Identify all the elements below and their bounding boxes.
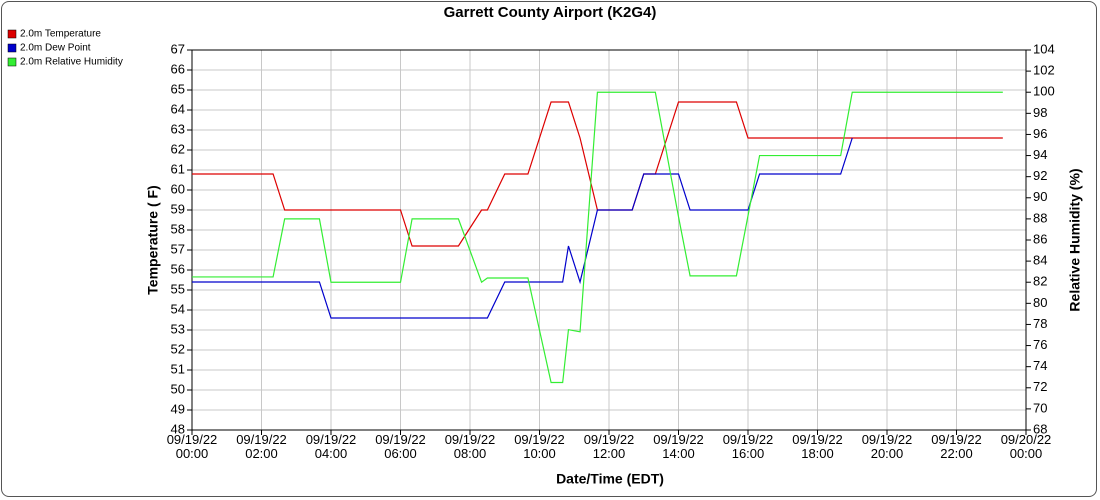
x-tick-label: 09/19/22 18:00 [792,432,843,461]
y2-tick-label: 94 [1033,147,1047,162]
y-tick-label: 54 [171,301,185,316]
y2-tick-label: 78 [1033,316,1047,331]
y-tick-label: 60 [171,181,185,196]
y-tick-label: 57 [171,241,185,256]
x-tick-label: 09/19/22 08:00 [444,432,496,461]
y2-tick-label: 96 [1033,126,1047,141]
series-line [192,137,853,319]
x-tick-label: 09/19/22 06:00 [375,432,426,461]
y2-tick-label: 100 [1033,84,1055,99]
y2-tick-label: 102 [1033,63,1055,78]
y-tick-label: 56 [171,261,185,276]
y-tick-label: 62 [171,141,185,156]
y-tick-label: 64 [171,101,185,116]
x-tick-label: 09/20/22 00:00 [1000,432,1052,461]
y-tick-label: 59 [171,201,185,216]
y-tick-label: 51 [171,361,185,376]
y-tick-label: 50 [171,381,185,396]
y2-tick-label: 80 [1033,295,1047,310]
y2-tick-label: 84 [1033,253,1047,268]
y-tick-label: 55 [171,281,185,296]
x-tick-label: 09/19/22 02:00 [236,432,287,461]
x-tick-label: 09/19/22 22:00 [931,432,982,461]
y2-tick-label: 88 [1033,210,1047,225]
y-tick-label: 58 [171,221,185,236]
y-tick-label: 66 [171,61,185,76]
legend-label: 2.0m Temperature [20,29,101,40]
y2-axis-title: Relative Humidity (%) [1067,168,1083,311]
y2-tick-label: 98 [1033,105,1047,120]
x-axis-title: Date/Time (EDT) [556,471,664,487]
y2-tick-label: 92 [1033,168,1047,183]
y2-tick-label: 68 [1033,421,1047,436]
x-tick-label: 09/19/22 00:00 [166,432,218,461]
y2-tick-label: 90 [1033,189,1047,204]
y-tick-label: 48 [171,421,185,436]
series-line [192,101,1003,247]
y2-tick-label: 76 [1033,337,1047,352]
series-line [192,91,1003,384]
y2-tick-label: 104 [1033,41,1055,56]
y-tick-label: 52 [171,341,185,356]
x-tick-label: 09/19/22 10:00 [514,432,565,461]
x-tick-label: 09/19/22 20:00 [861,432,913,461]
y2-tick-label: 86 [1033,231,1047,246]
x-tick-label: 09/19/22 16:00 [722,432,774,461]
y-tick-label: 63 [171,121,185,136]
y2-tick-label: 72 [1033,379,1047,394]
x-tick-label: 09/19/22 04:00 [305,432,357,461]
y2-tick-label: 82 [1033,274,1047,289]
y2-tick-label: 70 [1033,400,1047,415]
legend-label: 2.0m Dew Point [20,43,91,54]
legend-swatch [7,29,17,39]
y-tick-label: 61 [171,161,185,176]
chart-title: Garrett County Airport (K2G4) [444,4,657,21]
y-tick-label: 49 [171,401,185,416]
y-tick-label: 67 [171,41,185,56]
y-tick-label: 53 [171,321,185,336]
legend-swatch [7,43,17,53]
plot-border [191,49,1027,431]
legend-swatch [7,57,17,67]
legend-label: 2.0m Relative Humidity [20,57,123,68]
y-axis-title: Temperature ( F) [145,185,161,294]
x-tick-label: 09/19/22 14:00 [653,432,704,461]
x-tick-label: 09/19/22 12:00 [583,432,635,461]
y-tick-label: 65 [171,81,185,96]
y2-tick-label: 74 [1033,358,1047,373]
